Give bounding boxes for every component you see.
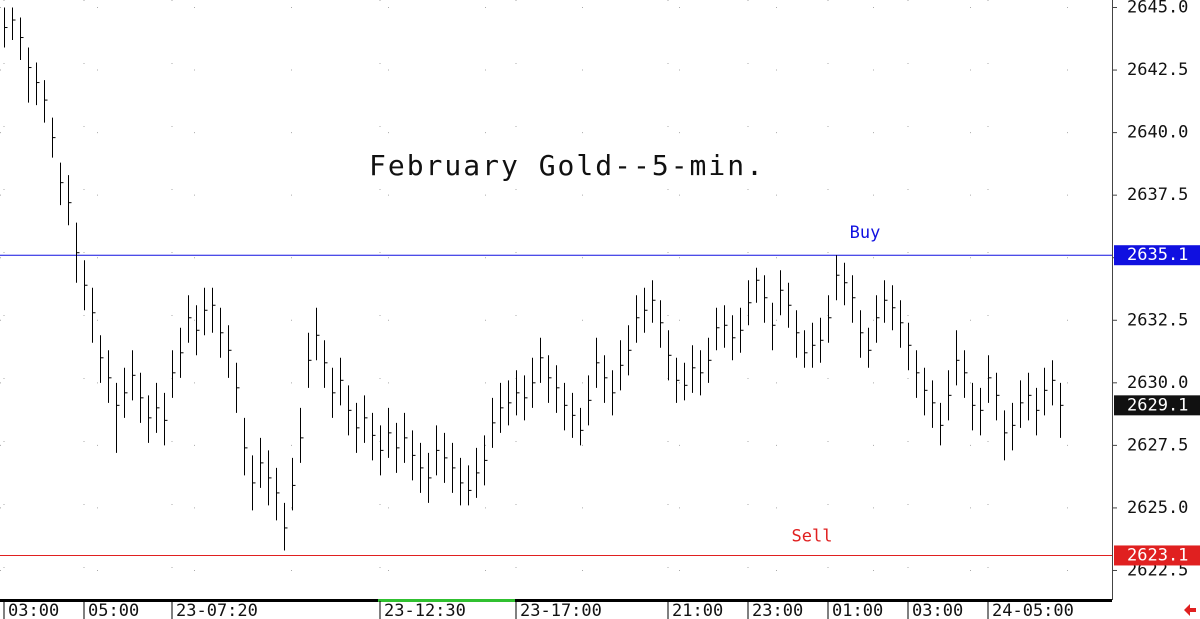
x-tick-label: 23:00 [752, 601, 803, 619]
y-tick-label: 2632.5 [1127, 310, 1188, 330]
price-box [1114, 245, 1200, 266]
y-tick-label: 2625.0 [1127, 498, 1188, 518]
y-tick-label: 2640.0 [1127, 123, 1188, 143]
x-tick-label: 24-05:00 [992, 601, 1074, 619]
y-tick-label: 2642.5 [1127, 60, 1188, 80]
x-tick-label: 21:00 [672, 601, 723, 619]
scroll-arrow[interactable] [1184, 604, 1196, 616]
x-tick-label: 23-07:20 [176, 601, 258, 619]
price-box-label: 2629.1 [1127, 395, 1188, 415]
price-box-label: 2623.1 [1127, 545, 1188, 565]
x-tick-label: 03:00 [8, 601, 59, 619]
level-label: Buy [850, 223, 881, 243]
price-box [1114, 395, 1200, 416]
y-tick-label: 2637.5 [1127, 185, 1188, 205]
x-tick-label: 05:00 [88, 601, 139, 619]
y-tick-label: 2645.0 [1127, 0, 1188, 18]
x-tick-label: 03:00 [912, 601, 963, 619]
chart-title: February Gold--5-min. [369, 149, 765, 182]
x-tick-label: 23-17:00 [520, 601, 602, 619]
price-box [1114, 545, 1200, 566]
x-tick-label: 23-12:30 [384, 601, 466, 619]
price-box-label: 2635.1 [1127, 245, 1188, 265]
y-tick-label: 2627.5 [1127, 435, 1188, 455]
y-tick-label: 2630.0 [1127, 373, 1188, 393]
y-tick-label: 2622.5 [1127, 560, 1188, 580]
x-tick-label: 01:00 [832, 601, 883, 619]
level-label: Sell [792, 526, 833, 546]
